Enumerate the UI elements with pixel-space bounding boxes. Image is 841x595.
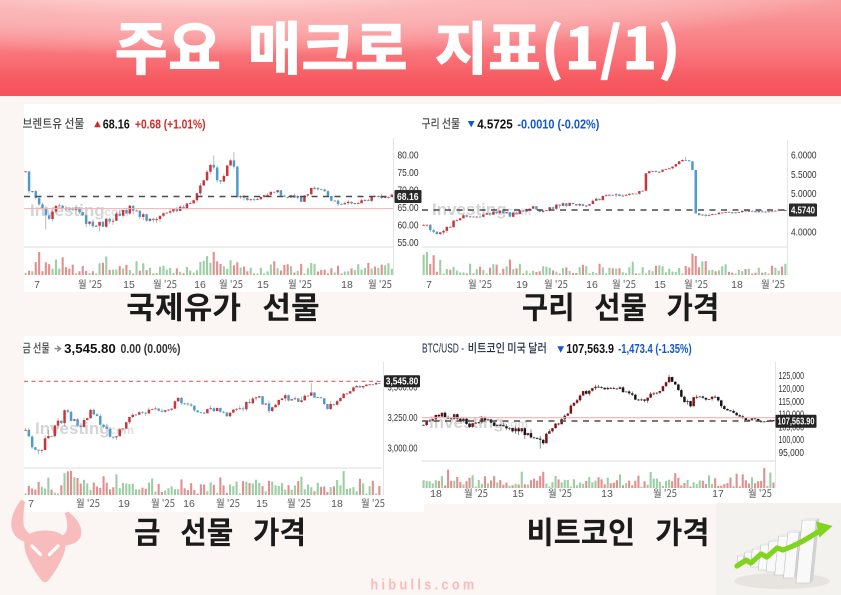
svg-text:13: 13 [601, 488, 613, 500]
svg-text:16: 16 [183, 498, 195, 510]
svg-text:4.0000: 4.0000 [791, 227, 817, 239]
svg-text:3,000.00: 3,000.00 [388, 443, 418, 455]
svg-text:BTC/USD -: BTC/USD - [422, 342, 464, 356]
svg-text:68.16: 68.16 [103, 117, 130, 132]
svg-text:.com: .com [101, 205, 129, 219]
svg-text:-1,473.4 (-1.35%): -1,473.4 (-1.35%) [618, 342, 692, 356]
svg-text:125,000: 125,000 [779, 370, 805, 382]
svg-text:100,000: 100,000 [779, 434, 805, 446]
svg-text:7: 7 [34, 279, 40, 291]
svg-text:120,000: 120,000 [779, 383, 805, 395]
svg-text:15: 15 [512, 488, 524, 500]
svg-text:15: 15 [654, 279, 666, 291]
svg-text:18: 18 [341, 279, 353, 291]
svg-text:hibulls.com: hibulls.com [371, 577, 478, 594]
svg-text:5.5000: 5.5000 [791, 169, 817, 181]
svg-text:7: 7 [426, 279, 432, 291]
svg-text:Investing: Investing [30, 201, 105, 220]
svg-text:3,545.80: 3,545.80 [386, 377, 419, 388]
svg-text:80.00: 80.00 [398, 149, 419, 161]
svg-text:4.5725: 4.5725 [477, 117, 513, 132]
svg-text:107,563.90: 107,563.90 [778, 416, 815, 427]
svg-text:55.00: 55.00 [398, 237, 419, 249]
svg-text:5.0000: 5.0000 [791, 188, 817, 200]
svg-text:18: 18 [430, 488, 442, 500]
svg-text:19: 19 [118, 498, 130, 510]
svg-text:115,000: 115,000 [779, 396, 805, 408]
svg-text:18: 18 [731, 279, 743, 291]
svg-text:3,250.00: 3,250.00 [388, 412, 418, 424]
svg-text:65.00: 65.00 [398, 202, 419, 214]
svg-text:0.00 (0.00%): 0.00 (0.00%) [121, 342, 181, 356]
svg-text:16: 16 [194, 279, 206, 291]
svg-text:107,563.9: 107,563.9 [566, 341, 614, 356]
svg-text:16: 16 [586, 279, 598, 291]
svg-text:-0.0010 (-0.02%): -0.0010 (-0.02%) [517, 118, 599, 132]
svg-text:75.00: 75.00 [398, 167, 419, 179]
svg-text:Investing: Investing [35, 419, 110, 438]
svg-text:19: 19 [516, 279, 528, 291]
svg-text:18: 18 [331, 498, 343, 510]
svg-text:15: 15 [256, 498, 268, 510]
svg-text:68.16: 68.16 [397, 192, 419, 203]
svg-text:95,000: 95,000 [779, 447, 805, 459]
svg-text:15: 15 [123, 279, 135, 291]
svg-text:17: 17 [712, 488, 724, 500]
svg-text:3,545.80: 3,545.80 [64, 341, 116, 356]
svg-text:6.0000: 6.0000 [791, 150, 817, 162]
svg-text:4.5740: 4.5740 [791, 206, 815, 217]
svg-text:+0.68 (+1.01%): +0.68 (+1.01%) [135, 118, 206, 132]
svg-text:7: 7 [28, 498, 34, 510]
svg-text:60.00: 60.00 [398, 220, 419, 232]
svg-text:15: 15 [257, 279, 269, 291]
